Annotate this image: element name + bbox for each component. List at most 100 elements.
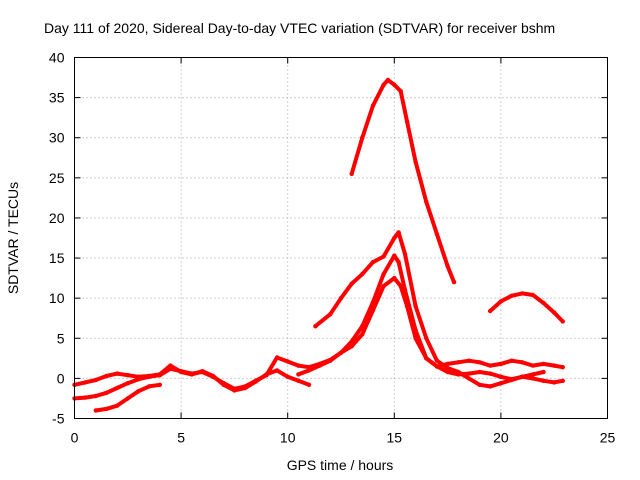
data-point: [146, 384, 152, 389]
data-point: [451, 279, 457, 285]
data-point: [541, 369, 546, 375]
data-point: [392, 253, 397, 258]
data-point: [552, 310, 557, 315]
data-point: [541, 361, 546, 367]
data-point: [488, 363, 493, 368]
data-point: [274, 368, 280, 373]
data-point: [396, 230, 401, 235]
data-point: [477, 369, 482, 375]
data-point: [404, 119, 410, 124]
data-point: [424, 336, 429, 341]
y-tick-label: 35: [49, 90, 65, 106]
data-point: [477, 382, 482, 387]
data-point: [296, 372, 301, 377]
data-point: [93, 408, 99, 413]
data-point: [328, 358, 333, 363]
data-point: [445, 369, 450, 375]
data-point: [445, 365, 450, 371]
data-point: [498, 299, 504, 304]
data-point: [466, 358, 472, 363]
data-point: [168, 366, 173, 371]
data-point: [296, 378, 301, 383]
data-point: [93, 393, 99, 399]
data-point: [445, 263, 450, 269]
data-point: [552, 363, 557, 368]
data-point: [360, 324, 365, 329]
data-point: [157, 382, 162, 387]
data-point: [520, 360, 525, 365]
data-point: [125, 381, 130, 386]
data-point: [381, 283, 386, 289]
series-track-4: [296, 253, 546, 382]
data-point: [402, 287, 408, 293]
data-point: [285, 374, 290, 379]
x-tick-label: 10: [280, 430, 296, 446]
y-tick-label: 15: [49, 250, 65, 266]
data-point: [83, 380, 88, 385]
data-point: [424, 356, 429, 361]
data-point: [178, 369, 184, 374]
data-point: [552, 380, 557, 385]
data-point: [424, 199, 429, 205]
data-point: [488, 384, 493, 389]
data-point: [313, 324, 318, 329]
data-point: [114, 403, 120, 408]
y-tick-label: 40: [49, 50, 65, 66]
data-point: [456, 369, 461, 375]
data-point: [125, 396, 130, 401]
data-point: [434, 231, 440, 237]
series-track-3: [93, 382, 162, 413]
data-point: [456, 360, 461, 365]
data-point: [210, 374, 216, 379]
data-point: [104, 406, 109, 412]
data-point: [360, 271, 365, 277]
data-point: [530, 292, 536, 298]
data-point: [381, 254, 386, 259]
data-point: [509, 358, 514, 363]
data-point: [83, 395, 88, 400]
data-point: [370, 300, 376, 305]
data-point: [498, 361, 504, 367]
y-axis-ticks: -5 0 5 10 15 20 25 30 35 40: [49, 50, 608, 427]
data-point: [114, 371, 120, 376]
data-point: [520, 291, 525, 296]
data-point: [306, 382, 312, 387]
data-point: [125, 373, 130, 378]
data-point: [306, 368, 312, 373]
series-layer: [72, 77, 565, 413]
data-point: [370, 103, 376, 108]
data-point: [136, 389, 141, 394]
data-point: [360, 135, 365, 140]
data-point: [232, 386, 237, 391]
data-point: [317, 363, 322, 368]
series-line: [72, 363, 311, 393]
series-track-7: [488, 291, 565, 324]
data-point: [104, 373, 109, 379]
data-point: [392, 82, 397, 88]
data-point: [434, 364, 440, 369]
data-point: [296, 363, 301, 368]
data-point: [396, 259, 401, 265]
data-point: [560, 365, 565, 370]
y-tick-label: -5: [52, 411, 65, 427]
data-point: [253, 378, 258, 383]
data-point: [157, 373, 162, 378]
x-axis-label: GPS time / hours: [287, 457, 394, 473]
data-point: [509, 377, 514, 383]
data-point: [349, 171, 354, 176]
data-point: [488, 308, 493, 314]
data-point: [338, 296, 344, 301]
data-point: [381, 271, 386, 277]
data-point: [93, 377, 99, 383]
data-point: [104, 390, 109, 395]
y-axis-label: SDTVAR / TECUs: [5, 182, 21, 294]
x-tick-label: 0: [71, 430, 79, 446]
y-tick-label: 5: [57, 330, 65, 346]
data-point: [328, 312, 333, 317]
data-point: [385, 77, 391, 83]
data-point: [221, 381, 226, 386]
data-point: [541, 300, 546, 306]
data-point: [274, 355, 280, 360]
data-point: [509, 293, 514, 298]
